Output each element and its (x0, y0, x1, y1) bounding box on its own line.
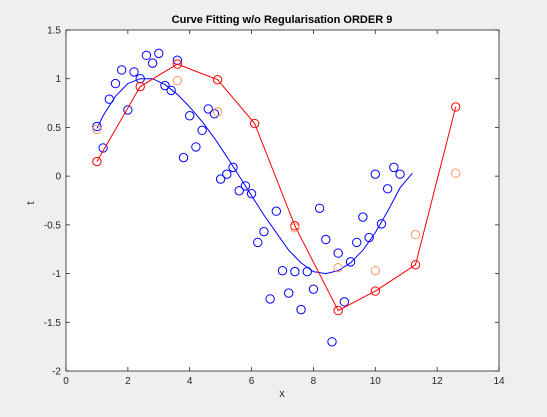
series-2-point-8 (410, 260, 421, 270)
series-0-point-20 (215, 174, 226, 184)
plot-area (66, 30, 499, 371)
series-3-point-2 (212, 107, 223, 117)
series-0-point-39 (333, 248, 343, 258)
y-axis: -2 -1.5 -1 -0.5 0 0.5 1 1.5 (44, 26, 499, 378)
series-0-point-1 (98, 143, 108, 153)
x-tick-label-1: 2 (125, 376, 131, 387)
series-0 (92, 48, 405, 347)
series-2-line (96, 63, 457, 312)
series-0-point-30 (277, 265, 288, 276)
series-0-point-19 (209, 109, 220, 119)
plot-frame (65, 29, 500, 372)
series-0-point-48 (389, 162, 399, 173)
series-0-point-31 (283, 288, 294, 298)
series-0-point-15 (185, 111, 195, 121)
series-2-point-9 (451, 102, 461, 112)
series-3-point-3 (290, 223, 300, 233)
series-3-point-0 (92, 124, 102, 135)
series-0-point-3 (110, 78, 121, 89)
series-3-point-1 (172, 75, 183, 86)
series-0-point-27 (259, 226, 269, 237)
series-2-point-3 (212, 74, 223, 85)
x-axis-label: x (279, 388, 285, 400)
marks (92, 48, 461, 347)
series-0-point-17 (197, 125, 207, 136)
x-tick-label-3: 6 (249, 376, 255, 387)
series-0-point-43 (358, 212, 368, 222)
series-3 (92, 75, 461, 276)
series-0-point-8 (141, 50, 152, 61)
x-tick-label-5: 10 (370, 376, 382, 387)
series-0-point-29 (271, 206, 282, 216)
x-tick-label-4: 8 (311, 376, 317, 387)
series-2-point-1 (135, 81, 145, 92)
series-1 (96, 78, 413, 275)
series-2-point-0 (92, 156, 102, 167)
series-3-point-5 (370, 265, 380, 276)
series-0-point-5 (123, 105, 133, 115)
x-tick-label-6: 12 (432, 376, 444, 387)
y-tick-label-4: 0 (55, 172, 61, 183)
series-0-point-36 (314, 203, 325, 213)
y-tick-label-2: -1 (52, 269, 61, 280)
series-0-point-32 (290, 266, 300, 277)
series-0-point-16 (191, 142, 201, 152)
series-0-point-4 (116, 65, 127, 75)
series-2-point-4 (249, 118, 260, 129)
y-tick-label-1: -1.5 (44, 318, 62, 329)
series-0-point-10 (154, 48, 164, 59)
series-1-line (96, 78, 413, 275)
series-0-point-45 (370, 169, 380, 179)
series-0-point-35 (308, 284, 319, 294)
x-tick-label-7: 14 (493, 376, 505, 387)
series-2-point-2 (172, 59, 183, 69)
series-0-point-18 (203, 104, 213, 114)
y-tick-label-0: -2 (52, 367, 61, 378)
y-tick-label-7: 1.5 (47, 26, 61, 37)
series-0-point-6 (129, 67, 139, 77)
series-0-point-0 (92, 121, 102, 132)
series-0-point-12 (166, 85, 176, 96)
series-0-point-37 (321, 234, 331, 245)
series-0-point-47 (382, 184, 393, 194)
x-axis: 0 2 4 6 8 10 12 14 (63, 30, 505, 387)
series-0-point-49 (395, 169, 405, 179)
series-0-point-26 (253, 237, 263, 248)
series-0-point-41 (345, 257, 356, 267)
series-3-point-7 (451, 168, 461, 178)
series-0-point-22 (228, 162, 238, 173)
series-0-point-25 (246, 188, 257, 199)
series-0-point-33 (296, 304, 306, 315)
series-2 (92, 59, 461, 316)
x-tick-label-0: 0 (63, 376, 69, 387)
y-axis-label: t (25, 201, 37, 204)
series-0-point-23 (234, 186, 244, 196)
y-tick-label-3: -0.5 (44, 220, 62, 231)
series-3-point-4 (333, 263, 343, 273)
series-0-point-24 (240, 181, 251, 191)
y-tick-label-5: 0.5 (47, 123, 61, 134)
y-tick-label-6: 1 (55, 74, 61, 85)
series-0-point-28 (265, 294, 275, 304)
series-0-point-46 (376, 219, 387, 229)
series-3-point-6 (410, 229, 421, 240)
chart-title: Curve Fitting w/o Regularisation ORDER 9 (172, 14, 393, 26)
series-0-point-42 (352, 237, 362, 248)
series-2-point-6 (333, 305, 343, 316)
series-0-point-38 (327, 337, 337, 347)
series-0-point-11 (160, 80, 170, 91)
series-2-point-7 (370, 286, 380, 296)
series-0-point-40 (339, 297, 350, 307)
series-0-point-9 (147, 58, 158, 68)
x-tick-label-2: 4 (187, 376, 193, 387)
series-0-point-14 (178, 152, 189, 163)
series-0-point-21 (222, 169, 232, 179)
